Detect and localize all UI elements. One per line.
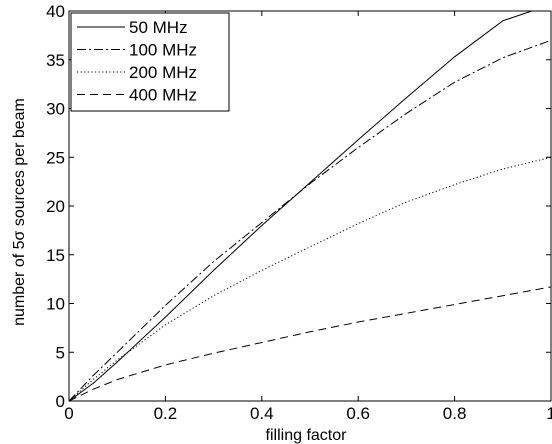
y-tick-label: 15	[46, 246, 65, 265]
y-tick-label: 30	[46, 100, 65, 119]
y-tick-label: 35	[46, 51, 65, 70]
series-line-400-mhz	[69, 286, 551, 401]
legend-label-200-mhz: 200 MHz	[129, 63, 197, 82]
x-tick-label: 0.2	[154, 404, 178, 423]
x-tick-label: 0.8	[443, 404, 467, 423]
y-tick-label: 20	[46, 197, 65, 216]
series-line-50-mhz	[69, 11, 532, 401]
y-tick-label: 10	[46, 295, 65, 314]
x-tick-label: 0.6	[346, 404, 370, 423]
series-line-100-mhz	[69, 39, 551, 401]
legend-label-400-mhz: 400 MHz	[129, 86, 197, 105]
x-tick-label: 1	[546, 404, 552, 423]
legend-label-100-mhz: 100 MHz	[129, 41, 197, 60]
y-tick-label: 0	[56, 392, 65, 411]
y-axis-label: number of 5σ sources per beam	[11, 98, 28, 326]
y-tick-label: 5	[56, 343, 65, 362]
y-tick-label: 40	[46, 2, 65, 21]
series-layer	[69, 11, 551, 401]
series-line-200-mhz	[69, 156, 551, 401]
legend-label-50-mhz: 50 MHz	[129, 18, 188, 37]
legend: 50 MHz 100 MHz 200 MHz 400 MHz	[70, 12, 230, 112]
x-tick-label: 0	[64, 404, 73, 423]
y-tick-label: 25	[46, 148, 65, 167]
x-axis-label: filling factor	[266, 427, 348, 444]
x-tick-label: 0.4	[250, 404, 274, 423]
